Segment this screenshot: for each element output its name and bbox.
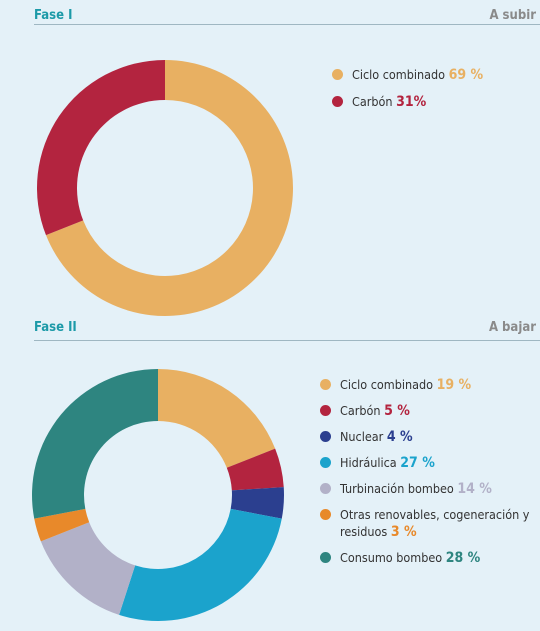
- legend-item: Consumo bombeo 28 %: [318, 549, 533, 567]
- donut-slice: [34, 508, 90, 542]
- legend-item: Ciclo combinado 69 %: [330, 66, 540, 84]
- legend-swatch: [320, 457, 331, 468]
- legend-item: Carbón 5 %: [318, 402, 533, 420]
- section-title: Fase I: [34, 8, 73, 23]
- legend-label: Nuclear: [340, 429, 384, 444]
- legend: Ciclo combinado 69 % Carbón 31%: [330, 66, 540, 120]
- section-note: A bajar: [488, 320, 536, 335]
- value-label: 28 %: [445, 550, 481, 566]
- legend-swatch: [320, 431, 331, 442]
- value-label: 27 %: [400, 455, 435, 471]
- value-label: 69 %: [448, 67, 484, 83]
- value-label: 3 %: [390, 524, 417, 540]
- legend-swatch: [332, 69, 343, 80]
- donut-slice: [36, 60, 166, 236]
- donut-slice: [226, 448, 284, 491]
- value-label: 31%: [396, 94, 427, 110]
- donut-slice: [119, 508, 282, 621]
- legend-swatch: [320, 379, 331, 390]
- legend-label: Hidráulica: [340, 455, 397, 470]
- donut-slice: [230, 487, 284, 519]
- legend-swatch: [332, 96, 343, 107]
- donut-slice: [40, 522, 136, 615]
- divider: [34, 340, 540, 341]
- value-label: 5 %: [384, 403, 410, 419]
- divider: [34, 24, 540, 25]
- legend-item: Turbinación bombeo 14 %: [318, 480, 533, 498]
- legend-item: Ciclo combinado 19 %: [318, 376, 533, 394]
- legend-label: Carbón: [352, 94, 393, 109]
- section-title: Fase II: [34, 320, 77, 335]
- legend-label: Turbinación bombeo: [340, 481, 454, 496]
- legend-swatch: [320, 552, 331, 563]
- donut-slice: [158, 369, 276, 468]
- legend-item: Nuclear 4 %: [318, 428, 533, 446]
- legend-swatch: [320, 509, 331, 520]
- legend-item: Carbón 31%: [330, 93, 540, 111]
- legend-swatch: [320, 483, 331, 494]
- legend-label: Consumo bombeo: [340, 550, 443, 565]
- legend-item: Hidráulica 27 %: [318, 454, 533, 472]
- donut-slice: [31, 369, 158, 519]
- legend-label: Otras renovables, cogeneración y residuo…: [340, 507, 530, 539]
- legend-item: Otras renovables, cogeneración y residuo…: [318, 506, 533, 541]
- value-label: 19 %: [436, 377, 472, 393]
- section-note: A subir: [489, 8, 536, 23]
- value-label: 4 %: [386, 429, 413, 445]
- legend-label: Ciclo combinado: [340, 377, 434, 392]
- legend-label: Carbón: [340, 403, 381, 418]
- legend-swatch: [320, 405, 331, 416]
- legend-label: Ciclo combinado: [352, 67, 446, 82]
- value-label: 14 %: [457, 481, 492, 497]
- legend: Ciclo combinado 19 % Carbón 5 % Nuclear 4 …: [318, 376, 533, 575]
- donut-slice: [45, 60, 293, 316]
